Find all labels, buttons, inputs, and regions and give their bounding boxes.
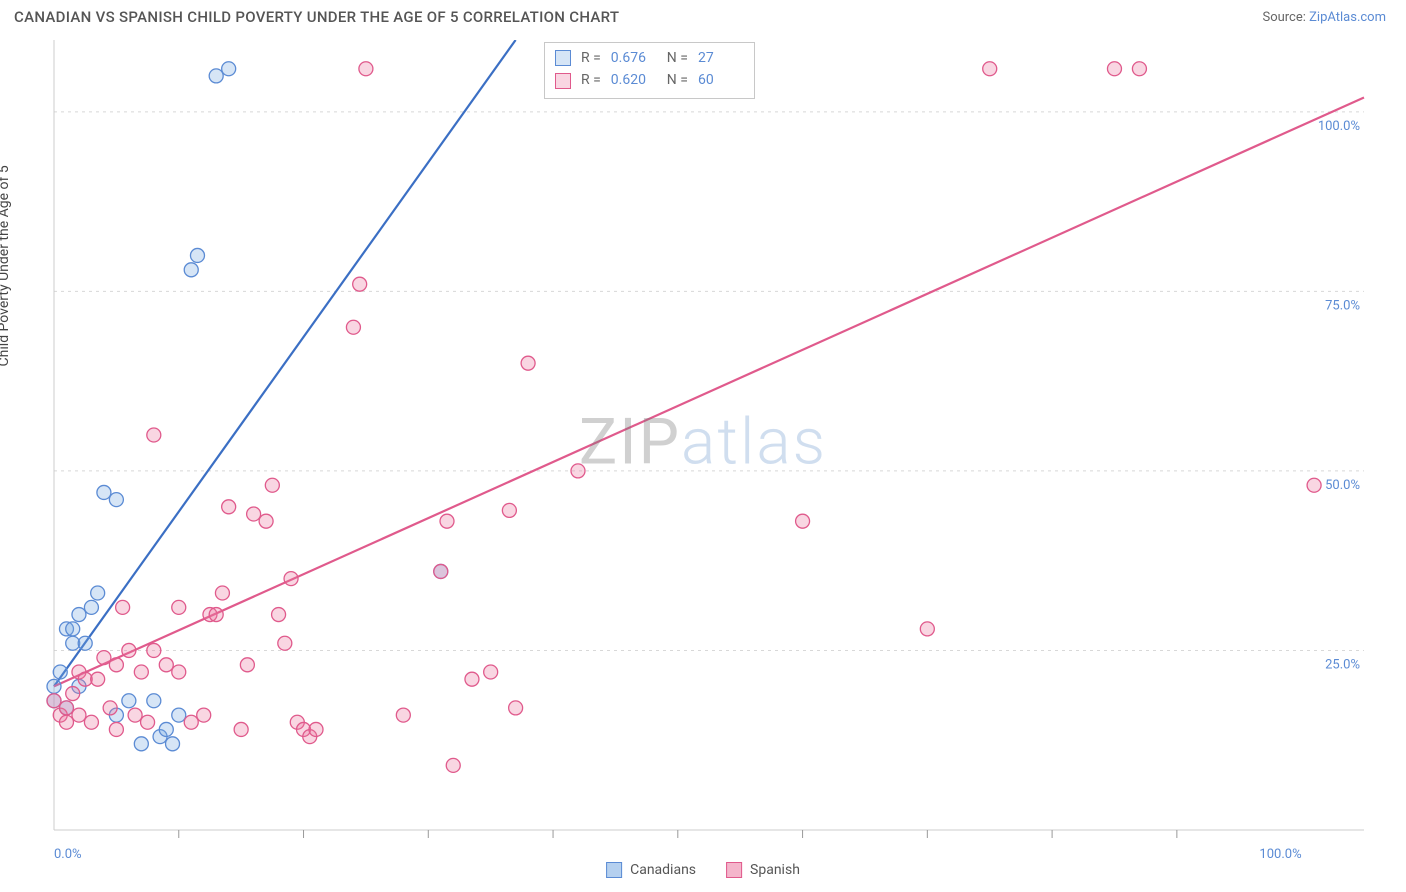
svg-text:50.0%: 50.0% xyxy=(1325,478,1360,493)
n-value-canadians: 27 xyxy=(698,47,744,69)
r-value-canadians: 0.676 xyxy=(611,47,657,69)
n-label: N = xyxy=(667,47,688,69)
svg-text:75.0%: 75.0% xyxy=(1325,298,1360,313)
legend-item-spanish: Spanish xyxy=(726,862,800,878)
stats-row-spanish: R = 0.620 N = 60 xyxy=(555,69,744,91)
n-label: N = xyxy=(667,69,688,91)
r-label: R = xyxy=(581,47,601,69)
source-attribution: Source: ZipAtlas.com xyxy=(1262,10,1386,25)
legend-label-spanish: Spanish xyxy=(750,862,800,878)
chart-container: Child Poverty Under the Age of 5 25.0%50… xyxy=(14,40,1392,878)
svg-text:100.0%: 100.0% xyxy=(1259,847,1301,862)
chart-header: CANADIAN VS SPANISH CHILD POVERTY UNDER … xyxy=(0,0,1406,30)
swatch-canadians xyxy=(555,50,571,66)
r-value-spanish: 0.620 xyxy=(611,69,657,91)
svg-text:25.0%: 25.0% xyxy=(1325,657,1360,672)
swatch-spanish xyxy=(555,73,571,89)
legend-swatch-spanish xyxy=(726,862,742,878)
chart-title: CANADIAN VS SPANISH CHILD POVERTY UNDER … xyxy=(14,8,619,26)
r-label: R = xyxy=(581,69,601,91)
y-axis-label: Child Poverty Under the Age of 5 xyxy=(0,165,12,366)
legend-label-canadians: Canadians xyxy=(630,862,696,878)
legend-item-canadians: Canadians xyxy=(606,862,696,878)
stats-row-canadians: R = 0.676 N = 27 xyxy=(555,47,744,69)
source-link[interactable]: ZipAtlas.com xyxy=(1309,10,1386,25)
n-value-spanish: 60 xyxy=(698,69,744,91)
svg-text:0.0%: 0.0% xyxy=(54,847,82,862)
stats-box: R = 0.676 N = 27 R = 0.620 N = 60 xyxy=(544,42,755,99)
svg-text:100.0%: 100.0% xyxy=(1318,119,1360,134)
legend-swatch-canadians xyxy=(606,862,622,878)
source-prefix: Source: xyxy=(1262,10,1309,25)
bottom-legend: Canadians Spanish xyxy=(606,862,800,878)
scatter-chart: 25.0% 50.0% 75.0% 100.0% 0.0% 100.0% xyxy=(14,40,1392,878)
